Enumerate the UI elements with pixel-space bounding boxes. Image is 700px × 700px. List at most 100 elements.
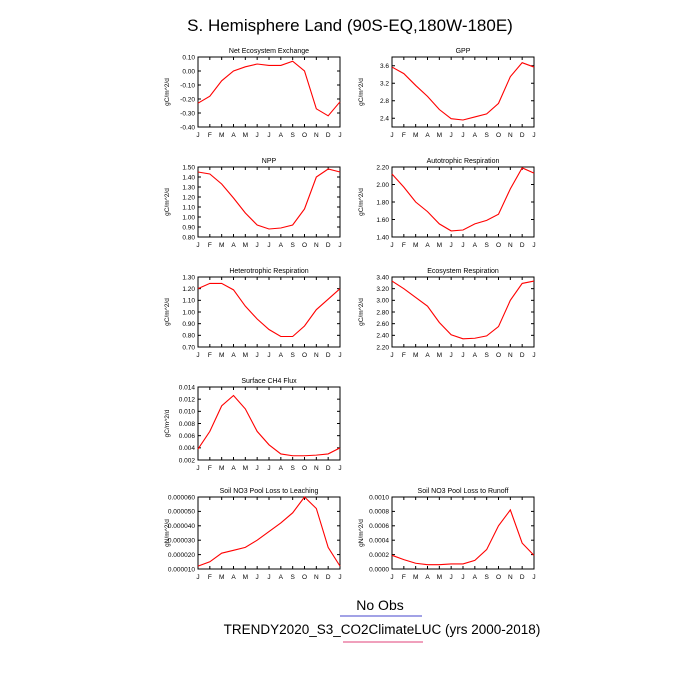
chart-soil-no3-pool-loss-to-runoff-xtick-label: A	[473, 574, 478, 581]
chart-autotrophic-respiration-ytick-label: 2.00	[376, 182, 389, 189]
chart-soil-no3-pool-loss-to-leaching-ytick-label: 0.000030	[168, 538, 195, 545]
chart-net-ecosystem-exchange-ytick-label: 0.10	[182, 54, 195, 61]
chart-autotrophic-respiration-xtick-label: A	[425, 242, 430, 249]
chart-surface-ch4-flux-ytick-label: 0.012	[179, 396, 196, 403]
chart-soil-no3-pool-loss-to-runoff-xtick-label: D	[520, 574, 525, 581]
chart-npp: NPP gC/m^2/d 1.50 1.40 1.30 1.20 1.10 1.00 0.90 0…	[164, 158, 342, 249]
chart-heterotrophic-respiration-ytick-label: 0.70	[182, 344, 195, 351]
chart-heterotrophic-respiration-series-line	[197, 282, 341, 338]
chart-soil-no3-pool-loss-to-runoff-xtick-label: N	[508, 574, 513, 581]
chart-heterotrophic-respiration-xtick-label: A	[279, 352, 284, 359]
chart-surface-ch4-flux-xtick-label: S	[290, 465, 295, 472]
chart-ecosystem-respiration-ytick-label: 2.20	[376, 344, 389, 351]
chart-autotrophic-respiration-xtick-label: A	[473, 242, 478, 249]
chart-autotrophic-respiration-xtick-label: M	[413, 242, 418, 249]
chart-net-ecosystem-exchange-xtick-label: J	[196, 132, 199, 139]
chart-soil-no3-pool-loss-to-runoff-ytick-label: 0.0000	[369, 566, 389, 573]
chart-surface-ch4-flux-xtick-label: J	[256, 465, 259, 472]
chart-net-ecosystem-exchange-xtick-label: M	[243, 132, 248, 139]
chart-soil-no3-pool-loss-to-leaching-ytick-label: 0.000050	[168, 509, 195, 516]
chart-autotrophic-respiration-ylabel: gC/m^2/d	[358, 188, 365, 216]
chart-heterotrophic-respiration-xtick-label: O	[302, 352, 307, 359]
chart-npp-title: NPP	[262, 158, 277, 165]
chart-gpp-xtick-label: M	[413, 132, 418, 139]
chart-net-ecosystem-exchange-xtick-label: J	[267, 132, 270, 139]
chart-soil-no3-pool-loss-to-leaching-ytick-label: 0.000060	[168, 494, 195, 501]
chart-ecosystem-respiration-xtick-label: D	[520, 352, 525, 359]
chart-autotrophic-respiration-frame	[391, 166, 535, 238]
chart-net-ecosystem-exchange-ylabel: gC/m^2/d	[164, 78, 171, 106]
chart-soil-no3-pool-loss-to-leaching-ytick-label: 0.000040	[168, 523, 195, 530]
chart-ecosystem-respiration-xtick-label: M	[413, 352, 418, 359]
chart-gpp-frame	[391, 56, 535, 128]
chart-net-ecosystem-exchange-xtick-label: N	[314, 132, 319, 139]
chart-npp-xtick-label: A	[231, 242, 236, 249]
chart-autotrophic-respiration-xtick-label: D	[520, 242, 525, 249]
chart-soil-no3-pool-loss-to-leaching-xtick-label: N	[314, 574, 319, 581]
chart-heterotrophic-respiration-ytick-label: 1.00	[182, 309, 195, 316]
chart-gpp-xtick-label: S	[484, 132, 489, 139]
chart-ecosystem-respiration-xtick-label: F	[402, 352, 406, 359]
chart-surface-ch4-flux-xtick-label: A	[279, 465, 284, 472]
chart-ecosystem-respiration-title: Ecosystem Respiration	[427, 268, 499, 275]
chart-gpp-xtick-label: M	[437, 132, 442, 139]
chart-soil-no3-pool-loss-to-leaching-xtick-label: A	[279, 574, 284, 581]
chart-net-ecosystem-exchange-xtick-label: F	[208, 132, 212, 139]
chart-surface-ch4-flux-title: Surface CH4 Flux	[241, 378, 297, 385]
chart-gpp-xtick-label: A	[473, 132, 478, 139]
chart-surface-ch4-flux-frame	[197, 386, 341, 461]
chart-npp-xtick-label: D	[326, 242, 331, 249]
chart-net-ecosystem-exchange-ytick-label: -0.30	[180, 110, 195, 117]
chart-heterotrophic-respiration-xtick-label: N	[314, 352, 319, 359]
legend-label-model: TRENDY2020_S3_CO2ClimateLUC (yrs 2000-20…	[224, 622, 541, 637]
chart-npp-ylabel: gC/m^2/d	[164, 188, 171, 216]
chart-npp-ytick-label: 0.90	[182, 224, 195, 231]
chart-soil-no3-pool-loss-to-runoff-xtick-label: O	[496, 574, 501, 581]
chart-surface-ch4-flux-ytick-label: 0.004	[179, 445, 196, 452]
chart-npp-ytick-label: 1.50	[182, 164, 195, 171]
chart-npp-xtick-label: J	[338, 242, 341, 249]
chart-autotrophic-respiration-ytick-label: 1.60	[376, 217, 389, 224]
chart-heterotrophic-respiration-frame	[197, 276, 341, 348]
chart-heterotrophic-respiration-xtick-label: J	[267, 352, 270, 359]
chart-ecosystem-respiration-xtick-label: N	[508, 352, 513, 359]
chart-gpp-xtick-label: D	[520, 132, 525, 139]
chart-gpp-ytick-label: 2.8	[380, 98, 389, 105]
chart-autotrophic-respiration-xtick-label: J	[390, 242, 393, 249]
chart-autotrophic-respiration-xtick-label: S	[484, 242, 489, 249]
chart-gpp-ytick-label: 2.4	[380, 116, 389, 123]
chart-heterotrophic-respiration-ytick-label: 1.30	[182, 274, 195, 281]
chart-soil-no3-pool-loss-to-leaching-xtick-label: M	[219, 574, 224, 581]
chart-surface-ch4-flux-ytick-label: 0.006	[179, 433, 196, 440]
chart-ecosystem-respiration-xtick-label: J	[390, 352, 393, 359]
chart-npp-ytick-label: 1.20	[182, 194, 195, 201]
chart-surface-ch4-flux-xtick-label: F	[208, 465, 212, 472]
chart-soil-no3-pool-loss-to-runoff-xtick-label: J	[461, 574, 464, 581]
chart-net-ecosystem-exchange-xtick-label: J	[338, 132, 341, 139]
chart-ecosystem-respiration-ytick-label: 2.40	[376, 333, 389, 340]
chart-soil-no3-pool-loss-to-runoff-frame	[391, 496, 535, 570]
chart-npp-ytick-label: 1.40	[182, 174, 195, 181]
chart-ecosystem-respiration-ytick-label: 2.80	[376, 309, 389, 316]
chart-surface-ch4-flux-xtick-label: J	[267, 465, 270, 472]
chart-gpp-ytick-label: 3.6	[380, 63, 389, 70]
chart-npp-xtick-label: F	[208, 242, 212, 249]
chart-surface-ch4-flux-xtick-label: N	[314, 465, 319, 472]
chart-gpp-ytick-label: 3.2	[380, 81, 389, 88]
chart-net-ecosystem-exchange-title: Net Ecosystem Exchange	[229, 48, 309, 55]
chart-heterotrophic-respiration-xtick-label: D	[326, 352, 331, 359]
chart-net-ecosystem-exchange-xtick-label: A	[279, 132, 284, 139]
chart-soil-no3-pool-loss-to-runoff-xtick-label: S	[484, 574, 489, 581]
chart-ecosystem-respiration-xtick-label: J	[461, 352, 464, 359]
chart-net-ecosystem-exchange-ytick-label: 0.00	[182, 68, 195, 75]
chart-gpp-series-line	[391, 62, 535, 121]
chart-soil-no3-pool-loss-to-runoff-xtick-label: J	[532, 574, 535, 581]
chart-soil-no3-pool-loss-to-leaching-xtick-label: F	[208, 574, 212, 581]
chart-npp-xtick-label: O	[302, 242, 307, 249]
chart-surface-ch4-flux-xtick-label: J	[196, 465, 199, 472]
legend: No Obs TRENDY2020_S3_CO2ClimateLUC (yrs …	[224, 597, 541, 643]
chart-ecosystem-respiration-ytick-label: 3.40	[376, 274, 389, 281]
chart-npp-series-line	[197, 168, 341, 230]
chart-soil-no3-pool-loss-to-runoff-series-line	[391, 508, 535, 566]
chart-surface-ch4-flux-ytick-label: 0.010	[179, 409, 196, 416]
